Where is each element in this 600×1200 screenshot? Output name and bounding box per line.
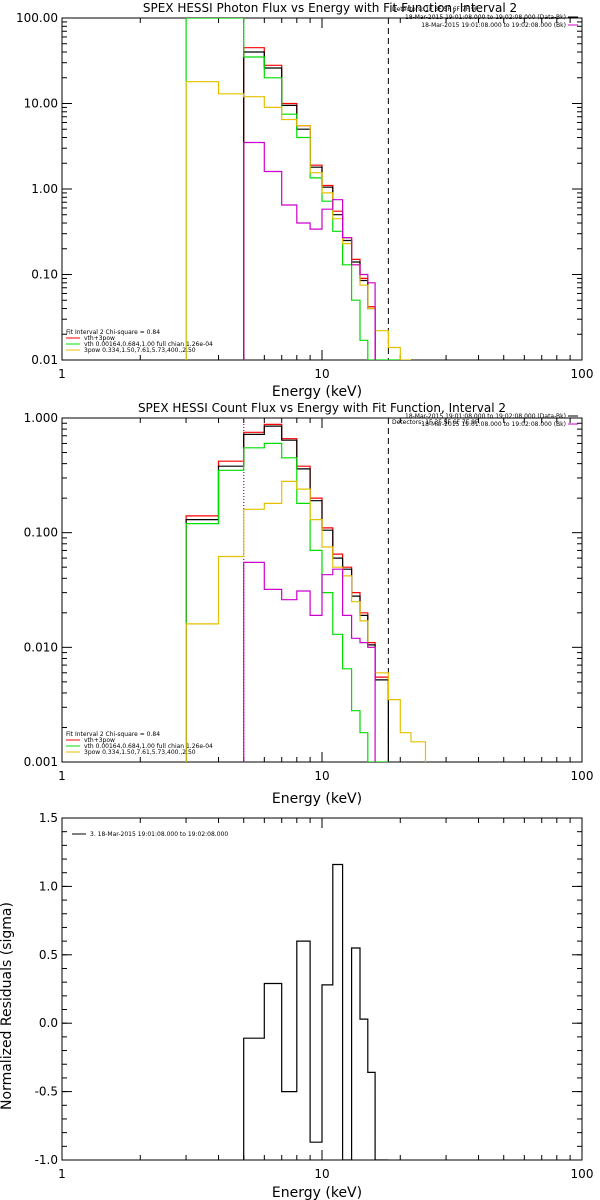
count-time-range-entry: 18-Mar-2015 19:01:08.000 to 19:02:08.000… xyxy=(405,413,566,420)
residuals-panel: Energy (keV) Normalized Residuals (sigma… xyxy=(0,811,593,1200)
count-x-tick-label: 10 xyxy=(314,769,329,783)
residuals-x-tick-label: 1 xyxy=(58,1167,66,1181)
residuals-y-tick-label: -1.0 xyxy=(35,1153,58,1167)
photon-series-black xyxy=(243,51,376,360)
photon-legend-entry: vth 0.00164,0.684,1.00 full chian 1.26e-… xyxy=(84,341,213,348)
photon-flux-xlabel: Energy (keV) xyxy=(272,384,362,400)
photon-series-magenta xyxy=(243,141,376,360)
residuals-xlabel: Energy (keV) xyxy=(272,1185,362,1200)
residuals-y-tick-label: 0.0 xyxy=(39,1016,58,1030)
residuals-y-tick-label: 1.5 xyxy=(39,811,58,825)
residuals-ylabel: Normalized Residuals (sigma) xyxy=(0,902,15,1110)
count-flux-xlabel: Energy (keV) xyxy=(272,791,362,807)
photon-flux-plot-area: 1 10 100 0.01 0.10 1.00 10.00 100.00 vth+3powvth… xyxy=(16,11,593,381)
count-flux-panel: SPEX HESSI Count Flux vs Energy with Fit… xyxy=(24,401,594,807)
photon-flux-title: SPEX HESSI Photon Flux vs Energy with Fi… xyxy=(143,1,517,15)
photon-y-tick-label: 100.00 xyxy=(16,11,58,25)
count-series-green xyxy=(185,442,389,762)
photon-x-tick-label: 10 xyxy=(314,367,329,381)
photon-time-range-entry: 18-Mar-2015 19:01:08.000 to 19:02:08.000… xyxy=(421,22,566,29)
residuals-y-tick-label: 1.0 xyxy=(39,879,58,893)
photon-time-range-entry: 18-Mar-2015 19:01:08.000 to 19:02:08.000… xyxy=(405,14,566,21)
count-series-magenta xyxy=(243,561,376,762)
count-detectors-label: Detectors: 1F 3F 5F 6F 7F 9F xyxy=(392,419,479,426)
photon-y-tick-label: 0.01 xyxy=(31,353,58,367)
photon-y-tick-label: 0.10 xyxy=(31,268,58,282)
photon-series-red xyxy=(243,47,376,360)
residuals-x-tick-label: 100 xyxy=(571,1167,594,1181)
photon-x-tick-label: 1 xyxy=(58,367,66,381)
count-time-range-entry: 18-Mar-2015 19:01:08.000 to 19:02:08.000… xyxy=(421,421,566,428)
residuals-y-tick-label: 0.5 xyxy=(39,948,58,962)
count-y-tick-label: 0.001 xyxy=(24,755,58,769)
photon-legend-entry: vth+3pow xyxy=(84,335,115,342)
residuals-x-tick-label: 10 xyxy=(314,1167,329,1181)
count-legend-entry: vth 0.00164,0.684,1.00 full chian 1.26e-… xyxy=(84,743,213,750)
photon-x-tick-label: 100 xyxy=(571,367,594,381)
photon-y-tick-label: 10.00 xyxy=(24,97,58,111)
residuals-y-tick-label: -0.5 xyxy=(35,1085,58,1099)
residuals-series-black xyxy=(243,863,389,1160)
count-series-yellow xyxy=(185,480,427,762)
residuals-legend-entry: 3. 18-Mar-2015 19:01:08.000 to 19:02:08.… xyxy=(90,831,228,838)
count-x-tick-label: 100 xyxy=(571,769,594,783)
count-flux-title: SPEX HESSI Count Flux vs Energy with Fit… xyxy=(138,401,506,415)
count-legend-entry: vth+3pow xyxy=(84,737,115,744)
count-x-tick-label: 1 xyxy=(58,769,66,783)
count-legend-entry: 3pow 0.334,1.50,7.61,5.73,400.,2.50 xyxy=(84,749,196,756)
photon-detectors-label: Detectors: 1F 3F 5F 6F 7F 9F xyxy=(392,6,479,13)
photon-y-tick-label: 1.00 xyxy=(31,182,58,196)
count-y-tick-label: 0.010 xyxy=(24,640,58,654)
count-y-tick-label: 0.100 xyxy=(24,526,58,540)
photon-legend-entry: 3pow 0.334,1.50,7.61,5.73,400.,2.50 xyxy=(84,347,196,354)
residuals-plot-area: 1 10 100 -1.0 -0.5 0.0 0.5 1.0 1.5 3. 18-Mar-2015… xyxy=(35,811,594,1181)
photon-flux-panel: SPEX HESSI Photon Flux vs Energy with Fi… xyxy=(16,1,593,400)
count-legend-header: Fit Interval 2 Chi-square = 0.84 xyxy=(66,731,160,738)
count-y-tick-label: 1.000 xyxy=(24,411,58,425)
photon-legend-header: Fit Interval 2 Chi-square = 0.84 xyxy=(66,329,160,336)
